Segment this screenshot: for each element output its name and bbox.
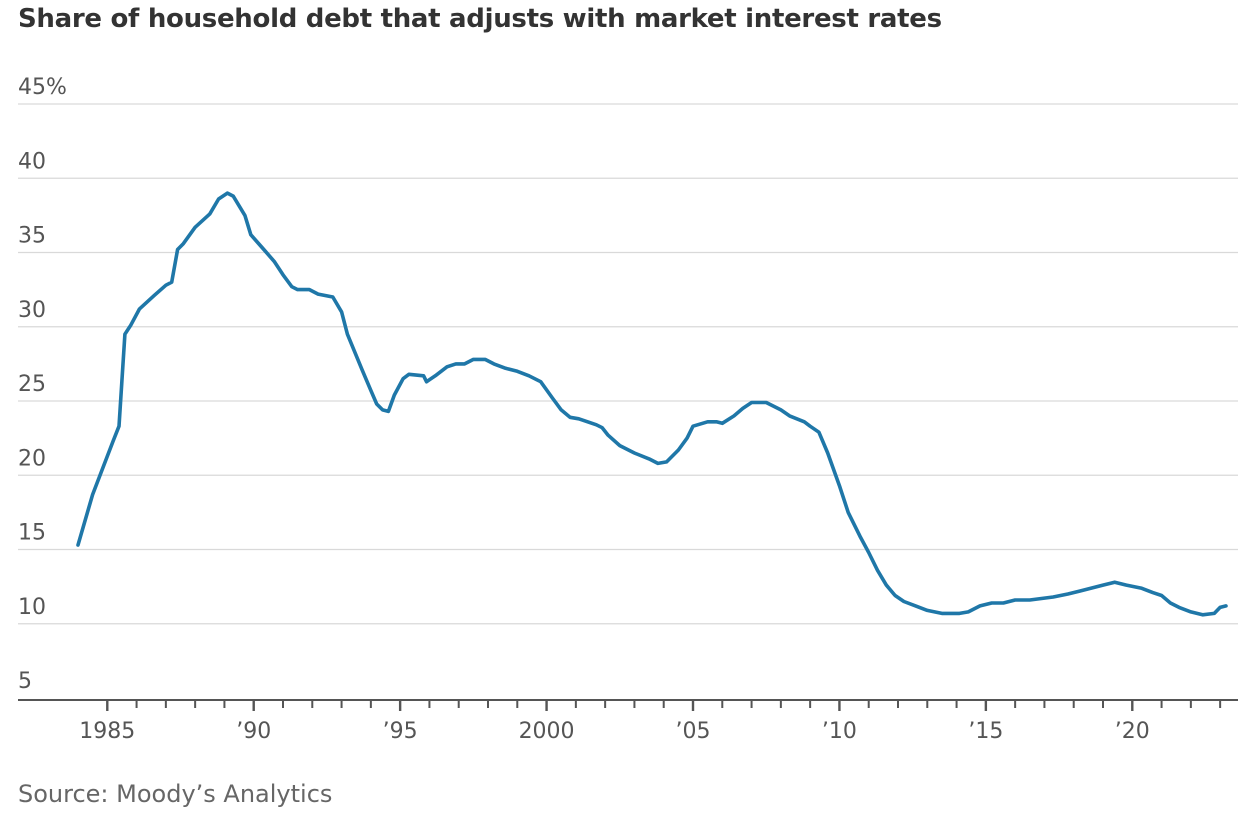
x-tick-label-1990: ’90 xyxy=(236,719,271,744)
y-tick-label-40: 40 xyxy=(18,149,46,174)
chart-title: Share of household debt that adjusts wit… xyxy=(18,4,942,34)
y-tick-label-30: 30 xyxy=(18,298,46,323)
gridlines xyxy=(18,103,1238,625)
x-tick-label-1995: ’95 xyxy=(383,719,418,744)
y-tick-label-25: 25 xyxy=(18,372,46,397)
x-tick-label-2010: ’10 xyxy=(822,719,857,744)
x-tick-label-2000: 2000 xyxy=(519,719,575,744)
x-axis: 1985 ’90 ’95 2000 ’05 ’10 ’15 ’20 xyxy=(18,699,1238,744)
y-tick-label-5: 5 xyxy=(18,669,32,694)
x-tick-label-2020: ’20 xyxy=(1115,719,1150,744)
y-tick-label-15: 15 xyxy=(18,521,46,546)
y-tick-label-20: 20 xyxy=(18,446,46,471)
y-axis-tick-labels: 45% 40 35 30 25 20 15 10 5 xyxy=(18,75,67,694)
source-note: Source: Moody’s Analytics xyxy=(18,780,333,808)
x-tick-label-2015: ’15 xyxy=(968,719,1003,744)
x-tick-label-2005: ’05 xyxy=(676,719,711,744)
x-tick-label-1985: 1985 xyxy=(79,719,135,744)
y-tick-label-45: 45% xyxy=(18,75,67,100)
series-line-0 xyxy=(76,191,1228,617)
y-tick-label-10: 10 xyxy=(18,595,46,620)
series-group xyxy=(76,191,1228,617)
y-tick-label-35: 35 xyxy=(18,224,46,249)
